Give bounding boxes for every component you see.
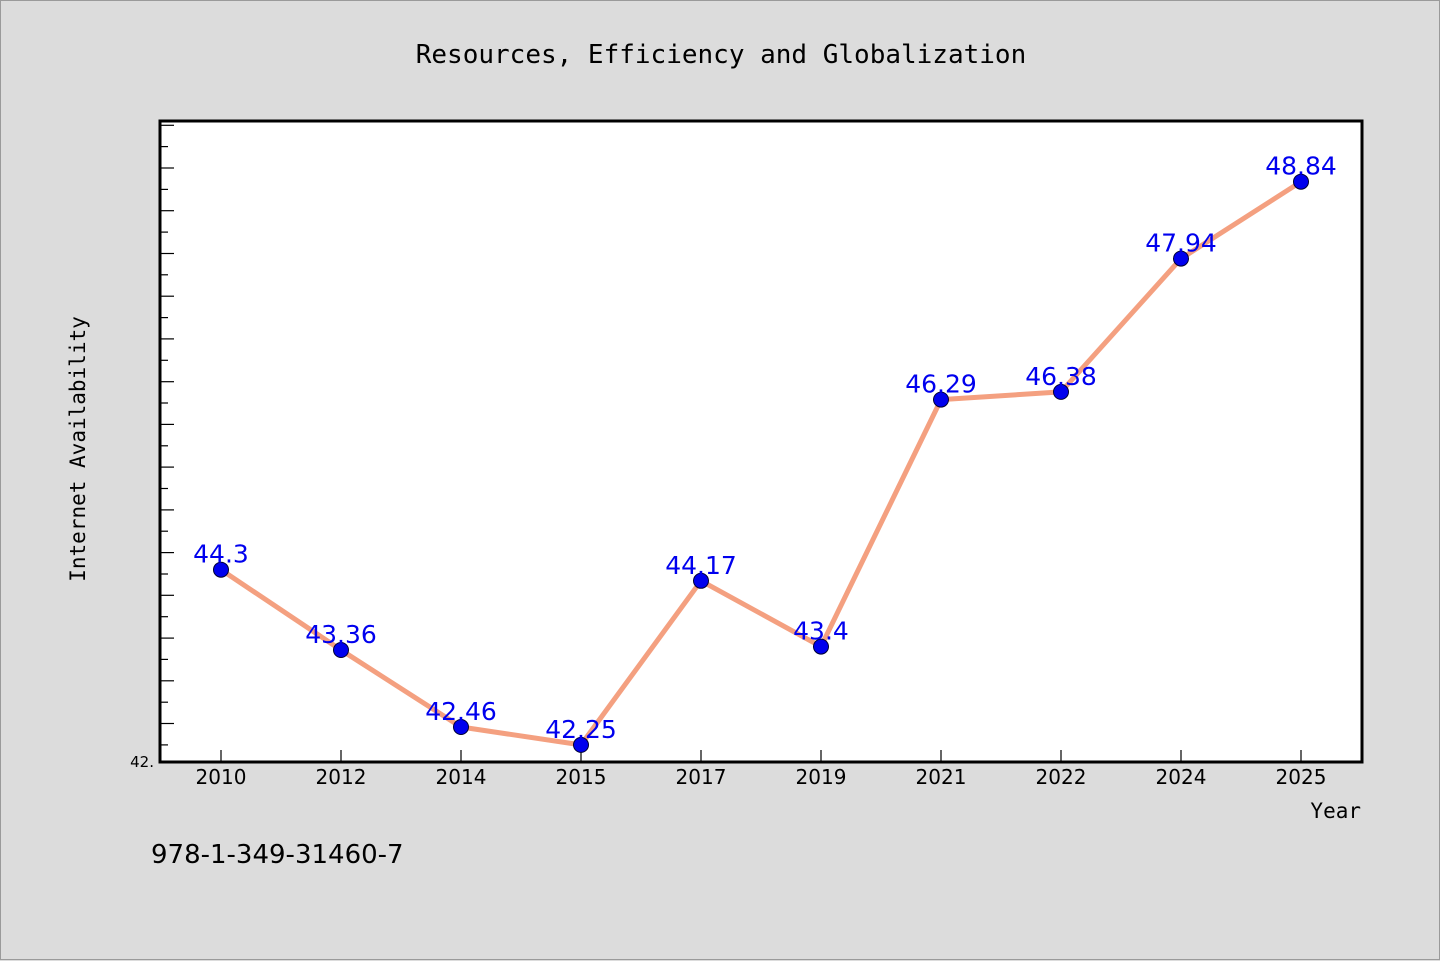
data-point [813,638,829,655]
y-axis-label: Internet Availability [66,316,90,582]
y-axis-ticks [160,124,174,746]
data-label: 46.38 [1025,362,1097,391]
data-label: 44.3 [193,540,249,569]
data-point [933,391,949,408]
data-point [453,719,469,735]
data-label: 42.46 [425,697,497,726]
data-point [213,561,229,578]
x-tick-label: 2019 [796,765,847,789]
data-point [1293,173,1309,190]
data-label: 48.84 [1265,152,1337,181]
x-tick-label: 2014 [436,765,487,789]
x-tick-label: 2025 [1276,765,1327,789]
data-point [1053,383,1069,400]
x-tick-label: 2010 [196,765,247,789]
isbn-footer: 978-1-349-31460-7 [151,840,404,870]
data-label: 43.4 [793,617,849,646]
data-point [1173,250,1189,267]
data-label: 43.36 [305,620,377,649]
data-label: 42.25 [545,715,617,744]
data-point [333,642,349,658]
series-layer [213,173,1309,753]
plot-area [158,119,1364,764]
x-tick-label: 2017 [676,765,727,789]
data-point [693,572,709,589]
data-point [573,736,589,753]
chart-title: Resources, Efficiency and Globalization [416,40,1026,70]
x-tick-label: 2022 [1036,765,1087,789]
x-tick-label: 2021 [916,765,967,789]
x-tick-label: 2012 [316,765,367,789]
data-label: 44.17 [665,551,737,580]
data-label: 47.94 [1145,229,1217,258]
x-tick-label: 2024 [1156,765,1207,789]
series-line [218,179,1304,748]
y-min-tick-label: 42. [130,753,154,771]
data-labels: 44.3 43.36 42.46 42.25 44.17 43.4 46.29 46.38 47… [193,152,1337,744]
x-axis-label: Year [1310,799,1361,823]
data-label: 46.29 [905,370,977,399]
x-tick-label: 2015 [556,765,607,789]
x-axis-ticks: 2010 2012 2014 2015 2017 2019 2021 2022 2024 2025 [196,750,1327,789]
